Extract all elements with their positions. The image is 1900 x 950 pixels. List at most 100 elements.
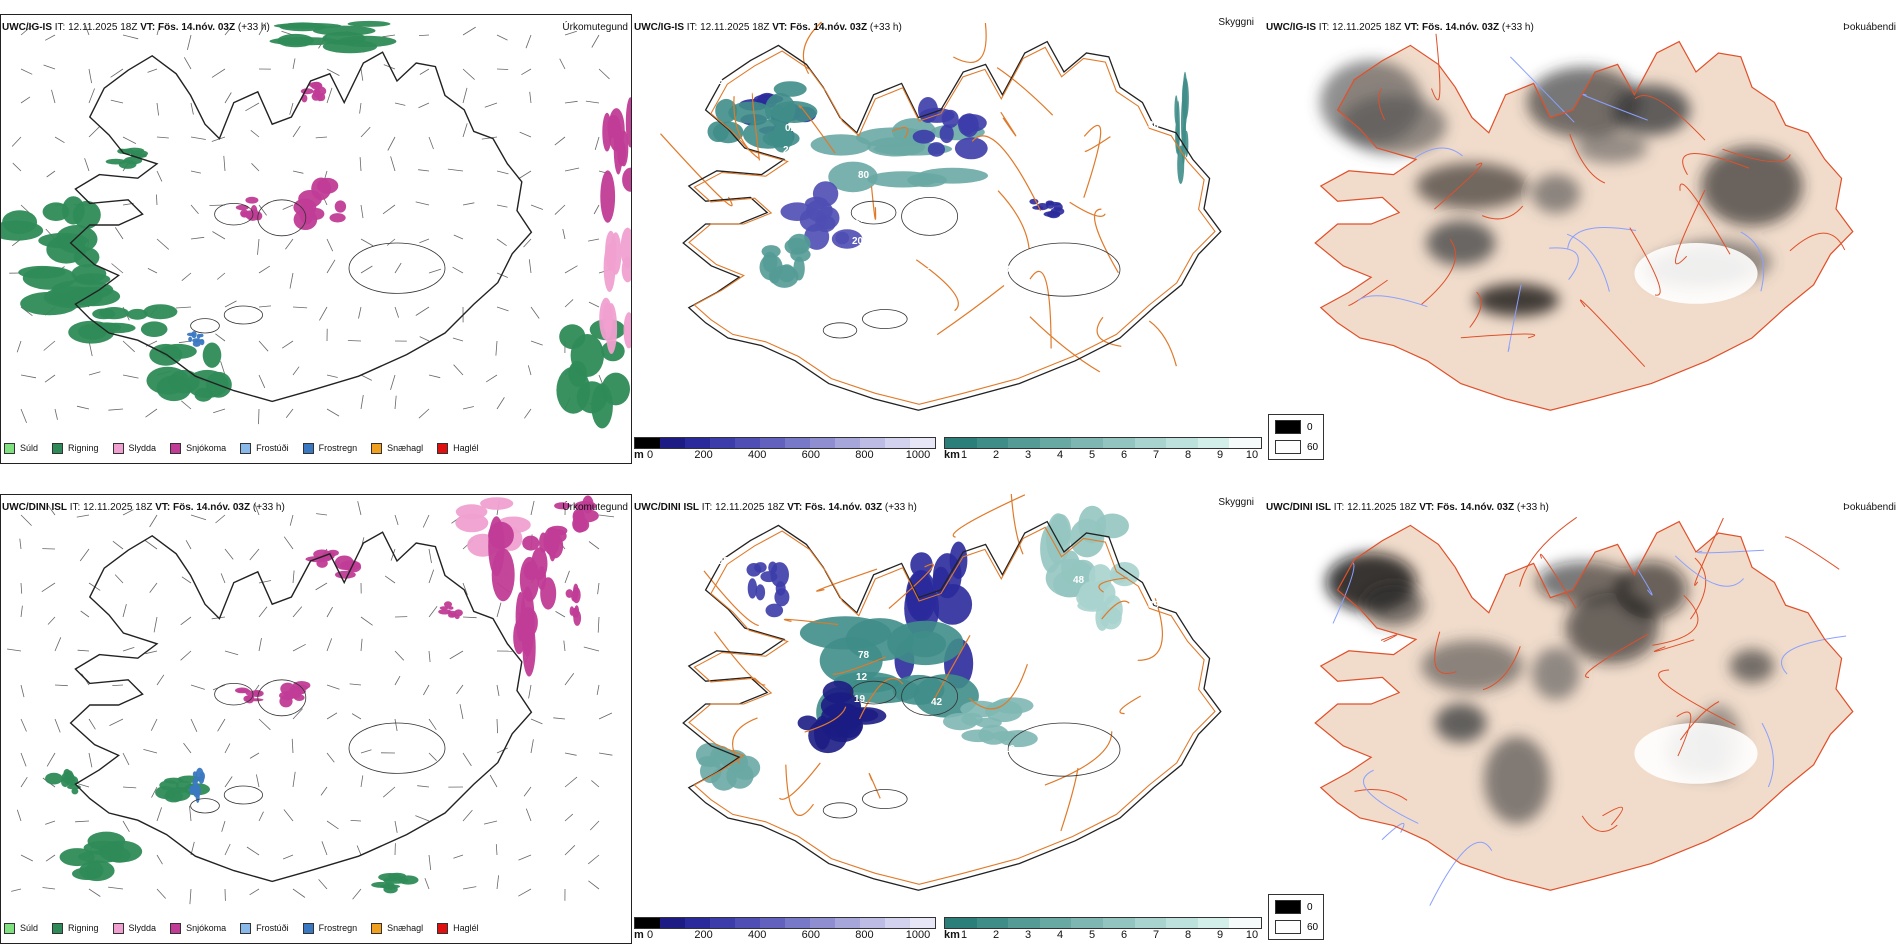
panel-title: UWC/DINI ISL IT: 12.11.2025 18Z VT: Fös.…: [2, 502, 285, 513]
colorbar-tick: 4: [1056, 449, 1064, 461]
cloud-base-value: 158: [783, 625, 800, 636]
legend-label: Rigning: [68, 443, 99, 453]
visibility-ticks: 1 2 3 4 5 6 7 8 9 10: [961, 929, 1258, 943]
colorbar-tick: 200: [694, 929, 713, 941]
colorbar-step: [1134, 438, 1167, 448]
colorbar-step: [735, 918, 760, 928]
ring-road: [688, 46, 1216, 405]
colorbar-tick: 9: [1216, 449, 1224, 461]
panel-type-label: Úrkomutegund: [562, 502, 628, 513]
cloud-map: 55 02 80 04 30 14 22 26 34 57 26 43 30 78 17 15 38 20 51 25…: [660, 21, 1222, 411]
cloud-base-value: 122: [1077, 791, 1094, 802]
colorbar-step: [760, 438, 785, 448]
colorbar-step: [910, 918, 935, 928]
legend-swatch: [170, 442, 182, 454]
cloud-base-colorbar: [634, 437, 936, 449]
colorbar-step: [710, 438, 735, 448]
cloud-base-unit: m: [634, 929, 644, 941]
legend-label: Slydda: [128, 923, 157, 933]
colorbar-step: [735, 438, 760, 448]
glacier-outline: [901, 676, 959, 716]
precip-type-panel: UWC/IG-IS IT: 12.11.2025 18Z VT: Fös. 14…: [0, 0, 632, 470]
panel-title: UWC/DINI ISL IT: 12.11.2025 18Z VT: Fös.…: [634, 502, 917, 513]
precip-legend-item: Rigning: [52, 922, 99, 934]
cloud-base-ticks: 0 200 400 600 800 1000: [646, 449, 930, 463]
colorbar-tick: 200: [694, 449, 713, 461]
glacier-outline: [1007, 722, 1121, 777]
colorbar-step: [860, 918, 885, 928]
precip-legend-item: Súld: [4, 922, 38, 934]
legend-swatch: [302, 442, 314, 454]
cloud-base-value: 15: [927, 261, 939, 272]
legend-label: Snjókoma: [186, 443, 227, 453]
fog-legend: 0 60: [1268, 414, 1324, 460]
fog-legend-item: 0: [1275, 420, 1313, 434]
colorbar-step: [945, 918, 977, 928]
cloud-base-value: 34: [856, 192, 868, 203]
cloud-base-ticks: 0 200 400 600 800 1000: [647, 929, 930, 943]
legend-swatch: [371, 922, 383, 934]
colorbar-step: [1008, 438, 1040, 448]
fog-legend-item: 60: [1275, 440, 1318, 454]
cloud-base-value: 55: [712, 76, 724, 87]
legend-label: Haglél: [453, 923, 479, 933]
glacier-area: [1634, 723, 1758, 784]
cloud-base-value: 25: [779, 189, 791, 200]
colorbar-step: [1008, 918, 1040, 928]
cloud-base-value: 17: [854, 214, 866, 225]
colorbar-tick: 9: [1216, 929, 1224, 941]
cloud-base-value: 42: [931, 697, 943, 708]
glacier-outline: [190, 798, 220, 814]
panel-title: UWC/DINI ISL IT: 12.11.2025 18Z VT: Fös.…: [1266, 502, 1549, 513]
iceland-coastline: [682, 40, 1222, 411]
colorbar-step: [1166, 438, 1198, 448]
colorbar-tick: 600: [801, 929, 820, 941]
colorbar-step: [835, 918, 860, 928]
precip-legend-item: Frostregn: [302, 922, 357, 934]
forecast-row-bottom: UWC/DINI ISL IT: 12.11.2025 18Z VT: Fös.…: [0, 480, 1900, 950]
cloud-base-value: 80: [858, 170, 870, 181]
iceland-coastline: [682, 520, 1222, 891]
panel-type-label: Skyggni: [1218, 497, 1254, 508]
precip-map: [7, 495, 615, 905]
colorbar-step: [1229, 918, 1261, 928]
panel-type-label: Þokuábendi: [1843, 502, 1896, 513]
glacier-outline: [822, 322, 858, 339]
cloud-areas: [695, 505, 1140, 791]
colorbar-step: [976, 918, 1009, 928]
iceland-coastline: [1314, 520, 1854, 891]
cloud-base-value: 02: [785, 123, 797, 134]
colorbar-step: [685, 918, 710, 928]
cloud-base-value: 14: [1077, 311, 1089, 322]
cloud-base-colorbar: [634, 917, 936, 929]
colorbar-tick: 0: [646, 449, 654, 461]
map-frame: [0, 14, 632, 464]
legend-swatch: [302, 922, 314, 934]
cloud-base-value: 73: [1002, 766, 1014, 777]
fog-legend-item: 0: [1275, 900, 1313, 914]
cloud-base-value: 99: [1146, 622, 1158, 633]
panel-type-label: Þokuábendi: [1843, 22, 1896, 33]
colorbar-step: [785, 918, 810, 928]
cloud-base-value: 244: [1150, 578, 1167, 589]
precip-legend: Súld Rigning Slydda Snjókoma Frostúði Frostre…: [4, 440, 493, 456]
cloud-base-value: 35: [781, 647, 793, 658]
fog-map: [1314, 516, 1854, 906]
legend-swatch: [371, 442, 383, 454]
colorbar-step: [1102, 438, 1135, 448]
precip-legend-item: Frostúði: [240, 922, 289, 934]
colorbar-tick: 7: [1152, 449, 1160, 461]
cloud-base-value: 12: [856, 672, 868, 683]
glacier-outline: [901, 196, 959, 236]
fog-index-panel: UWC/DINI ISL IT: 12.11.2025 18Z VT: Fös.…: [1264, 480, 1900, 950]
colorbar-tick: 10: [1245, 449, 1259, 461]
colorbar-step: [1197, 918, 1230, 928]
legend-label: Frostregn: [318, 443, 358, 453]
cloud-base-value: 26: [1002, 286, 1014, 297]
colorbar-step: [1039, 918, 1072, 928]
colorbar-tick: 5: [1088, 449, 1096, 461]
glacier-outline: [822, 802, 858, 819]
cloud-base-value: 38: [1000, 308, 1012, 319]
colorbar-tick: 1000: [905, 929, 931, 941]
colorbar-step: [660, 918, 685, 928]
